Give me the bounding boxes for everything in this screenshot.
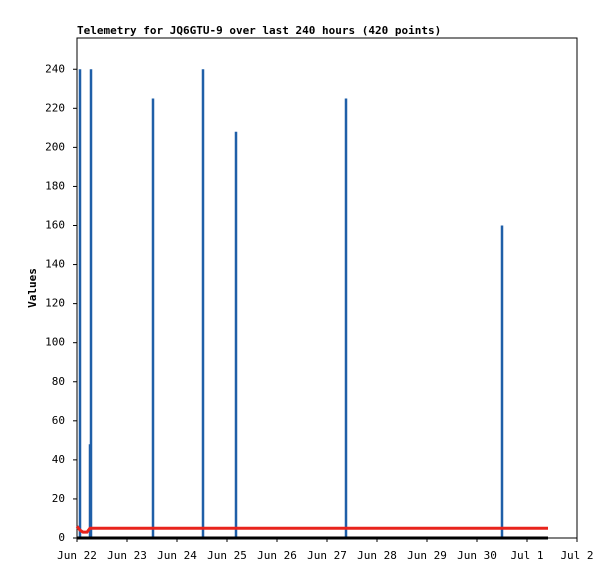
- y-tick-label: 200: [45, 140, 65, 153]
- x-tick-label: Jun 24: [157, 549, 197, 562]
- y-tick-label: 240: [45, 62, 65, 75]
- y-tick-label: 0: [58, 531, 65, 544]
- x-tick-label: Jun 28: [357, 549, 397, 562]
- x-tick-label: Jul 2: [560, 549, 593, 562]
- x-tick-label: Jun 27: [307, 549, 347, 562]
- x-tick-label: Jun 23: [107, 549, 147, 562]
- y-tick-label: 100: [45, 336, 65, 349]
- y-tick-label: 20: [52, 492, 65, 505]
- x-tick-label: Jun 29: [407, 549, 447, 562]
- y-tick-label: 60: [52, 414, 65, 427]
- y-tick-label: 140: [45, 258, 65, 271]
- x-tick-label: Jun 30: [457, 549, 497, 562]
- x-tick-label: Jun 25: [207, 549, 247, 562]
- y-tick-label: 120: [45, 297, 65, 310]
- y-tick-label: 40: [52, 453, 65, 466]
- y-tick-label: 180: [45, 179, 65, 192]
- x-tick-label: Jun 22: [57, 549, 97, 562]
- series-line: [75, 525, 548, 534]
- y-axis-label: Values: [26, 268, 39, 308]
- chart-title: Telemetry for JQ6GTU-9 over last 240 hou…: [77, 24, 441, 37]
- x-tick-label: Jul 1: [510, 549, 543, 562]
- x-tick-label: Jun 26: [257, 549, 297, 562]
- y-tick-label: 80: [52, 375, 65, 388]
- y-tick-label: 160: [45, 219, 65, 232]
- y-tick-label: 220: [45, 101, 65, 114]
